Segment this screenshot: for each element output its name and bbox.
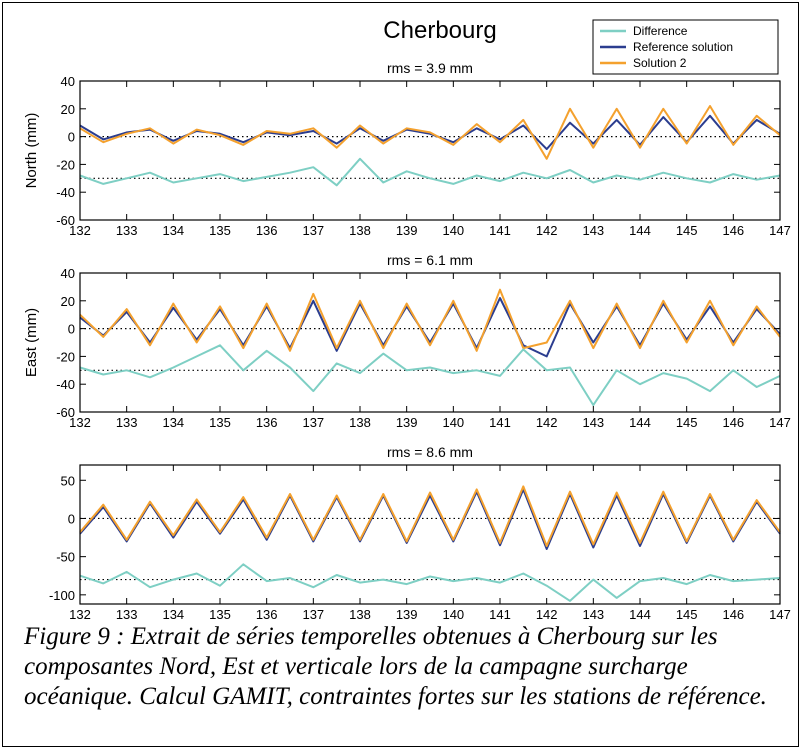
y-tick-label: -50 [56,550,75,565]
series-line-reference-solution [79,488,781,550]
x-tick-label: 135 [209,607,231,622]
x-tick-label: 137 [302,415,324,430]
x-tick-label: 138 [349,223,371,238]
panel-subtitle: rms = 8.6 mm [387,444,473,460]
y-axis-label: East (mm) [23,308,40,377]
x-tick-label: 136 [256,607,278,622]
x-tick-label: 137 [302,607,324,622]
x-tick-label: 143 [582,223,604,238]
legend-label-difference: Difference [633,24,688,38]
y-tick-label: -60 [56,405,75,420]
x-tick-label: 145 [676,415,698,430]
x-tick-label: 140 [442,415,464,430]
x-tick-label: 145 [676,607,698,622]
x-tick-label: 146 [722,415,744,430]
y-tick-label: -20 [56,349,75,364]
x-tick-label: 139 [396,415,418,430]
x-tick-label: 136 [256,415,278,430]
x-tick-label: 135 [209,223,231,238]
x-tick-label: 144 [629,415,651,430]
east-panel: rms = 6.1 mm East (mm) -60 -40 -20 0 20 40 132 13… [23,252,791,430]
x-tick-label: 132 [69,415,91,430]
y-tick-label: -40 [56,185,75,200]
x-tick-label: 146 [722,607,744,622]
x-tick-label: 141 [489,607,511,622]
y-tick-label: -20 [56,157,75,172]
x-tick-label: 142 [536,223,558,238]
y-axis-label: North (mm) [23,113,40,189]
y-tick-label: 0 [68,322,75,337]
x-tick-label: 145 [676,223,698,238]
vertical-panel: rms = 8.6 mm -100 -50 0 50 132 133 134 135 136 137… [49,444,791,622]
legend-label-solution2: Solution 2 [633,56,687,70]
x-tick-label: 136 [256,223,278,238]
series-line-solution-2 [79,485,781,547]
x-tick-label: 133 [116,607,138,622]
x-tick-label: 141 [489,223,511,238]
x-tick-label: 146 [722,223,744,238]
series-line-reference-solution [79,114,781,151]
x-tick-label: 143 [582,607,604,622]
figure-title: Cherbourg [383,17,496,44]
x-tick-label: 144 [629,223,651,238]
north-panel: rms = 3.9 mm North (mm) -60 -40 -20 0 20 40 132 1… [23,60,791,238]
x-tick-label: 139 [396,607,418,622]
legend: Difference Reference solution Solution 2 [592,19,779,75]
x-tick-label: 132 [69,223,91,238]
figure-caption: Figure 9 : Extrait de séries temporelles… [24,623,767,710]
x-tick-label: 137 [302,223,324,238]
y-tick-label: -60 [56,213,75,228]
plot-frame [79,464,781,605]
x-tick-label: 135 [209,415,231,430]
series-line-solution-2 [79,105,781,160]
x-tick-label: 134 [162,607,184,622]
x-tick-label: 138 [349,607,371,622]
y-tick-label: 50 [61,473,75,488]
y-tick-label: 0 [68,130,75,145]
x-tick-label: 144 [629,607,651,622]
series-line-difference [79,344,781,407]
y-tick-label: 40 [61,266,75,281]
plot-frame [79,80,781,221]
legend-label-reference: Reference solution [633,40,733,54]
x-tick-label: 134 [162,223,184,238]
y-tick-label: -100 [49,588,75,603]
y-tick-label: 40 [61,74,75,89]
x-tick-label: 147 [769,607,791,622]
x-tick-label: 147 [769,223,791,238]
panel-subtitle: rms = 3.9 mm [387,60,473,76]
panel-subtitle: rms = 6.1 mm [387,252,473,268]
x-tick-label: 138 [349,415,371,430]
series-line-difference [79,157,781,187]
y-tick-label: -40 [56,377,75,392]
series-line-difference [79,563,781,602]
x-tick-label: 132 [69,607,91,622]
x-tick-label: 133 [116,415,138,430]
series-line-solution-2 [79,288,781,352]
series-line-reference-solution [79,297,781,358]
x-tick-label: 140 [442,223,464,238]
y-tick-label: 20 [61,294,75,309]
x-tick-label: 133 [116,223,138,238]
x-tick-label: 143 [582,415,604,430]
x-tick-label: 140 [442,607,464,622]
x-tick-label: 147 [769,415,791,430]
plot-frame [79,272,781,413]
x-tick-label: 134 [162,415,184,430]
x-tick-label: 141 [489,415,511,430]
x-tick-label: 142 [536,607,558,622]
y-tick-label: 20 [61,102,75,117]
x-tick-label: 142 [536,415,558,430]
y-tick-label: 0 [68,511,75,526]
x-tick-label: 139 [396,223,418,238]
